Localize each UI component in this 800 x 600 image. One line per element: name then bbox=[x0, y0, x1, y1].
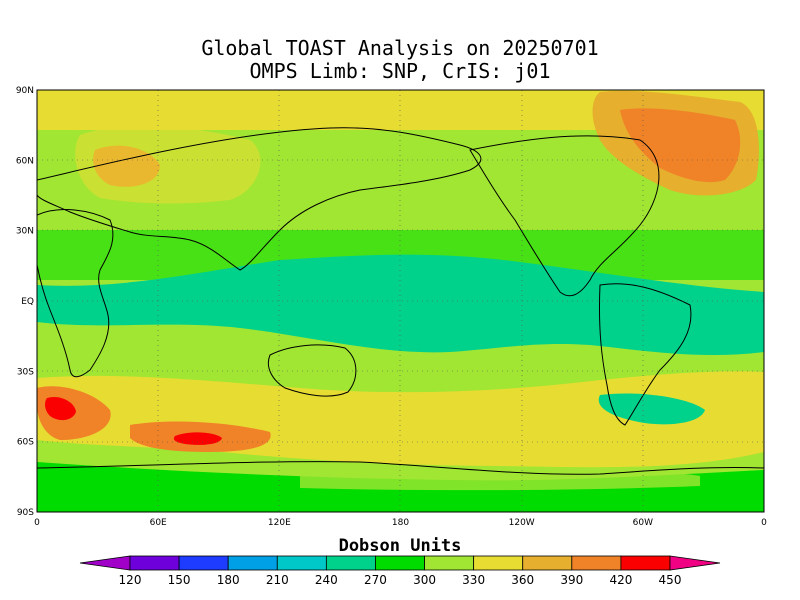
colorbar-high-arrow bbox=[669, 555, 721, 571]
map-title-line1: Global TOAST Analysis on 20250701 bbox=[201, 36, 599, 60]
ozone-field bbox=[37, 90, 764, 512]
field-arctic-core bbox=[620, 108, 741, 183]
colorbar-tick-label: 450 bbox=[659, 573, 682, 587]
map-frame bbox=[36, 89, 765, 513]
x-tick-label: 0 bbox=[761, 518, 767, 528]
coast-south-america bbox=[598, 283, 692, 426]
y-axis: 90N 60N 30N EQ 30S 60S 90S bbox=[16, 86, 34, 518]
coast-north-america bbox=[469, 135, 660, 297]
colorbar-segment bbox=[571, 555, 622, 571]
y-tick-label: 60N bbox=[16, 156, 34, 166]
colorbar-segment bbox=[129, 555, 180, 571]
coastlines bbox=[37, 127, 764, 475]
colorbar-segment bbox=[522, 555, 573, 571]
colorbar-tick-label: 120 bbox=[119, 573, 142, 587]
colorbar-labels: 120 150 180 210 240 270 300 330 360 390 420 450 bbox=[119, 573, 682, 587]
x-tick-label: 120W bbox=[509, 518, 535, 528]
y-tick-label: 30N bbox=[16, 227, 34, 237]
colorbar-tick-label: 390 bbox=[560, 573, 583, 587]
x-axis: 0 60E 120E 180 120W 60W 0 bbox=[34, 518, 767, 528]
x-tick-label: 60E bbox=[150, 518, 167, 528]
coast-australia bbox=[267, 344, 357, 397]
colorbar-tick-label: 180 bbox=[217, 573, 240, 587]
x-tick-label: 120E bbox=[268, 518, 291, 528]
y-tick-label: 30S bbox=[17, 367, 34, 377]
y-tick-label: 90N bbox=[16, 86, 34, 96]
y-tick-label: EQ bbox=[21, 297, 34, 307]
colorbar-tick-label: 420 bbox=[609, 573, 632, 587]
colorbar-tick-label: 360 bbox=[511, 573, 534, 587]
colorbar-segment bbox=[620, 555, 671, 571]
coast-antarctica bbox=[37, 461, 764, 475]
colorbar-segment bbox=[473, 555, 524, 571]
colorbar-tick-label: 210 bbox=[266, 573, 289, 587]
x-tick-label: 180 bbox=[392, 518, 409, 528]
colorbar-segment bbox=[375, 555, 425, 571]
colorbar-segment bbox=[178, 555, 229, 571]
field-southern-low-patch bbox=[598, 393, 705, 425]
field-siberia-ring bbox=[75, 125, 261, 204]
colorbar-segments bbox=[79, 555, 721, 571]
coast-africa bbox=[37, 209, 114, 378]
colorbar-tick-label: 240 bbox=[315, 573, 338, 587]
colorbar-segment bbox=[276, 555, 327, 571]
colorbar-segment bbox=[227, 555, 278, 571]
field-southern-max-2 bbox=[173, 432, 222, 445]
colorbar-low-arrow bbox=[79, 555, 131, 571]
coast-eurasia bbox=[37, 127, 482, 271]
colorbar-tick-label: 270 bbox=[364, 573, 387, 587]
colorbar-tick-label: 330 bbox=[462, 573, 485, 587]
x-tick-label: 0 bbox=[34, 518, 40, 528]
colorbar-segment bbox=[424, 555, 475, 571]
colorbar-segment bbox=[325, 555, 376, 571]
map-title-line2: OMPS Limb: SNP, CrIS: j01 bbox=[249, 59, 551, 83]
x-tick-label: 60W bbox=[633, 518, 653, 528]
field-southern-max-1 bbox=[45, 396, 76, 421]
colorbar-title: Dobson Units bbox=[338, 536, 462, 556]
y-tick-label: 60S bbox=[17, 438, 34, 448]
field-tropical-band bbox=[37, 254, 764, 355]
colorbar-tick-label: 300 bbox=[413, 573, 436, 587]
colorbar-tick-label: 150 bbox=[168, 573, 191, 587]
y-tick-label: 90S bbox=[17, 508, 34, 518]
graticule bbox=[37, 90, 764, 512]
